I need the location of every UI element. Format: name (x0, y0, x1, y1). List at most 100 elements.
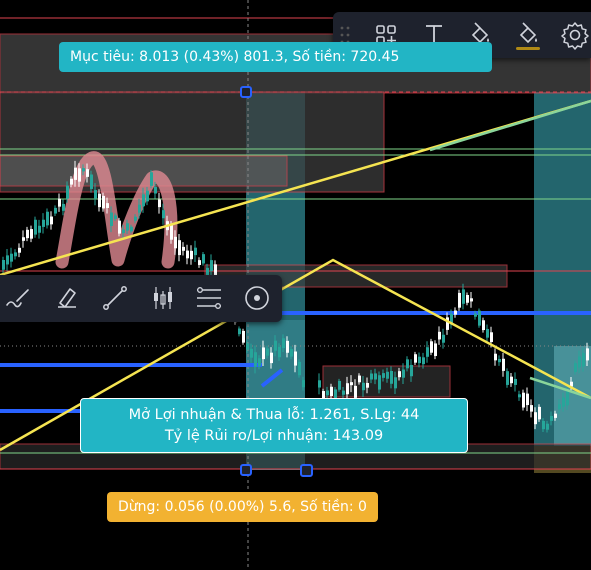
candle-body (510, 376, 513, 384)
candle-body (174, 236, 177, 249)
handle-end[interactable] (300, 464, 313, 477)
drawing-tools-toolbar (0, 275, 282, 322)
candle-body (434, 343, 437, 357)
stop-label: Dừng: 0.056 (0.00%) 5.6, Số tiền: 0 (107, 492, 378, 522)
candle-body (294, 351, 297, 366)
candle-body (418, 356, 421, 364)
candle-body (186, 250, 189, 259)
candle-body (566, 390, 569, 406)
candle-body (134, 216, 137, 221)
candle-body (538, 406, 541, 420)
candle-body (130, 226, 133, 232)
background-color-icon[interactable] (511, 18, 545, 52)
candle-body (458, 292, 461, 308)
candle-body (514, 378, 517, 385)
candle-body (442, 334, 445, 343)
target-circle-icon[interactable] (242, 283, 272, 313)
candle-body (426, 347, 429, 357)
candle-body (6, 255, 9, 265)
candle-body (394, 377, 397, 389)
candle-body (178, 240, 181, 256)
candle-body (14, 252, 17, 257)
candle-body (578, 356, 581, 368)
candle-body (466, 294, 469, 303)
candle-body (374, 373, 377, 380)
candle-body (98, 193, 101, 208)
candle-body (406, 359, 409, 369)
candle-body (286, 340, 289, 353)
candle-body (454, 310, 457, 315)
candle-body (114, 215, 117, 219)
arrow-stroke (260, 368, 284, 388)
fib-retracement-icon[interactable] (194, 283, 224, 313)
brush-icon[interactable] (4, 283, 34, 313)
candle-body (346, 383, 349, 395)
pnl-info-box: Mở Lợi nhuận & Thua lỗ: 1.261, S.Lg: 44 … (80, 398, 468, 453)
candle-body (414, 354, 417, 363)
candle-body (58, 198, 61, 207)
candle-body (202, 254, 205, 264)
candle-body (490, 332, 493, 343)
candle-body (110, 212, 113, 226)
candle-body (530, 405, 533, 412)
candle-body (22, 237, 25, 241)
candle-body (438, 331, 441, 340)
candle-body (74, 167, 77, 180)
candle-body (478, 310, 481, 326)
candle-body (554, 413, 557, 418)
candle-body (482, 320, 485, 331)
target-label: Mục tiêu: 8.013 (0.43%) 801.3, Số tiền: … (59, 42, 492, 72)
candle-body (258, 358, 261, 367)
candle-body (138, 204, 141, 213)
highlighter-icon[interactable] (52, 283, 82, 313)
candle-body (150, 172, 153, 186)
candle-body (526, 393, 529, 406)
candle-body (250, 348, 253, 358)
candle-body (386, 371, 389, 379)
candle-body (358, 375, 361, 383)
candle-body (422, 357, 425, 365)
candle-body (274, 340, 277, 351)
candles-icon[interactable] (148, 283, 178, 313)
candle-body (70, 178, 73, 185)
candle-body (102, 195, 105, 209)
candle-body (246, 343, 249, 350)
candle-body (278, 346, 281, 358)
candle-body (342, 390, 345, 395)
candle-body (38, 225, 41, 233)
candle-body (574, 363, 577, 372)
candle-body (430, 341, 433, 353)
candle-body (126, 223, 129, 231)
candle-body (66, 185, 69, 199)
candle-body (370, 373, 373, 380)
candle-body (318, 380, 321, 388)
candle-body (402, 369, 405, 378)
candle-body (582, 352, 585, 367)
candle-body (270, 352, 273, 364)
settings-icon[interactable] (558, 18, 591, 52)
candle-body (450, 313, 453, 325)
candle-body (42, 219, 45, 227)
candle-body (54, 207, 57, 214)
candle-body (82, 168, 85, 172)
handle-entry[interactable] (240, 464, 252, 476)
candle-body (62, 203, 65, 211)
candle-body (446, 317, 449, 330)
candle-body (522, 392, 525, 408)
candle-body (378, 375, 381, 390)
candle-body (206, 267, 209, 278)
trend-line-icon[interactable] (100, 283, 130, 313)
trend-line-upper-green (429, 99, 591, 152)
candle-body (534, 412, 537, 425)
candle-body (398, 371, 401, 378)
handle-target[interactable] (240, 86, 252, 98)
candle-body (350, 382, 353, 386)
candle-body (118, 220, 121, 234)
candle-body (302, 380, 305, 388)
candle-body (502, 358, 505, 371)
candle-body (194, 247, 197, 256)
candle-body (146, 190, 149, 202)
candle-body (298, 361, 301, 376)
zigzag-line (0, 258, 591, 452)
